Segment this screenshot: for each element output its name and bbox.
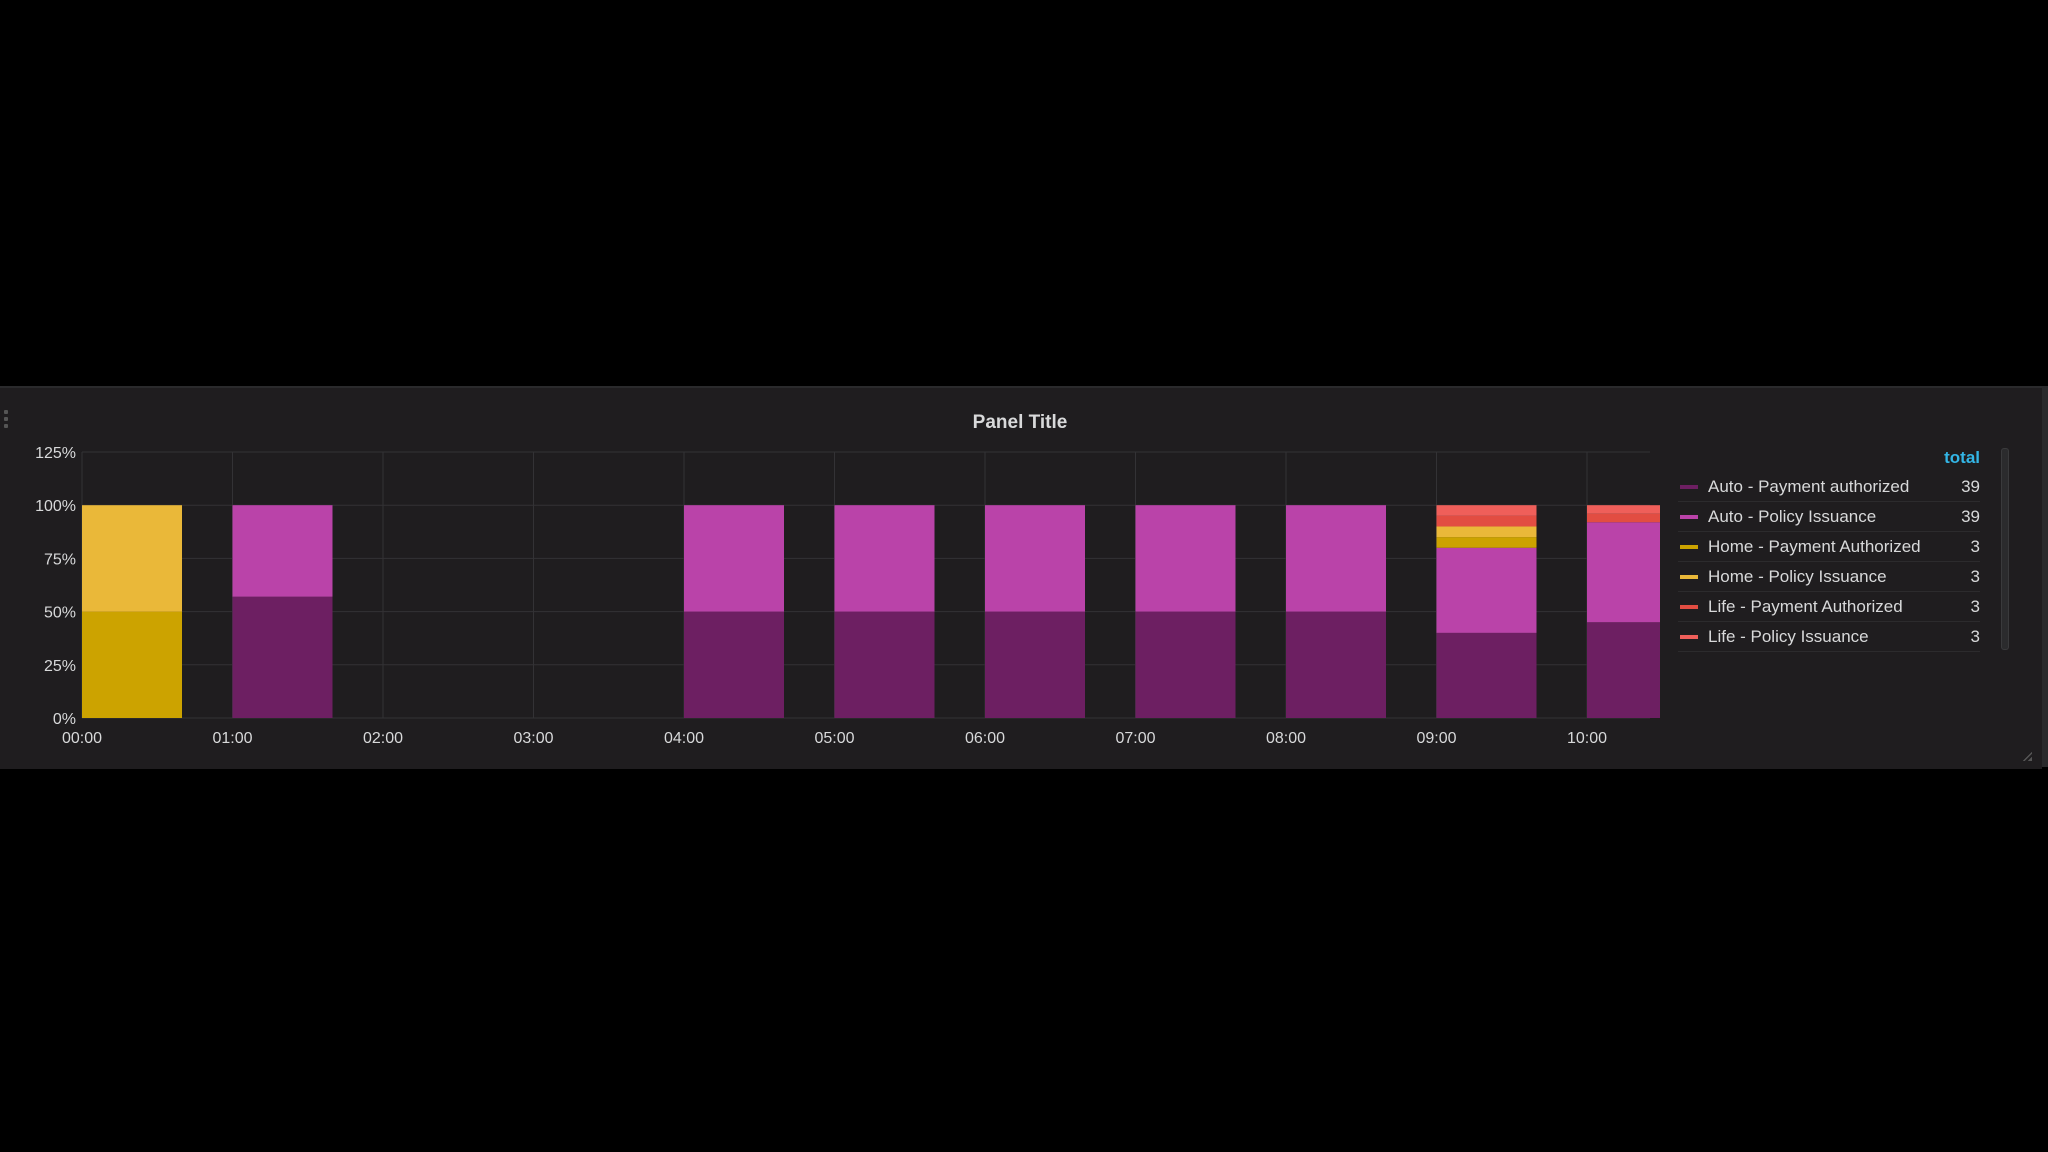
legend-total-value: 3 — [1970, 597, 1980, 616]
y-tick-label: 50% — [44, 605, 76, 622]
bar-segment — [1436, 526, 1537, 538]
y-tick-label: 125% — [35, 445, 76, 462]
x-tick-label: 07:00 — [1115, 730, 1155, 747]
x-tick-label: 08:00 — [1266, 730, 1306, 747]
bar-segment — [82, 505, 182, 612]
y-tick-label: 100% — [35, 498, 76, 515]
x-tick-label: 05:00 — [814, 730, 854, 747]
bar-segment — [1286, 505, 1386, 612]
legend-label[interactable]: Life - Policy Issuance — [1708, 627, 1869, 646]
legend-total-value: 39 — [1961, 507, 1980, 526]
x-tick-label: 03:00 — [513, 730, 553, 747]
bar-segment — [1436, 505, 1537, 516]
x-tick-label: 02:00 — [363, 730, 403, 747]
legend-swatch[interactable] — [1680, 485, 1698, 489]
legend-label[interactable]: Home - Policy Issuance — [1708, 567, 1887, 586]
legend-swatch[interactable] — [1680, 515, 1698, 519]
bar-segment — [684, 505, 784, 612]
bar-segment — [985, 611, 1085, 718]
bar-segment — [1436, 547, 1537, 633]
legend-label[interactable]: Home - Payment Authorized — [1708, 537, 1921, 556]
legend-item[interactable]: Auto - Payment authorized 39 — [1668, 472, 1988, 502]
bar-segment — [232, 505, 333, 597]
bar-segment — [834, 611, 935, 718]
bar-segment — [834, 505, 935, 612]
legend-total-value: 3 — [1970, 627, 1980, 646]
legend-item[interactable]: Life - Policy Issuance 3 — [1668, 622, 1988, 652]
resize-handle-icon[interactable] — [2022, 751, 2032, 761]
drag-handle-icon[interactable] — [4, 410, 10, 430]
bar-segment — [1436, 632, 1537, 718]
legend-item[interactable]: Home - Payment Authorized 3 — [1668, 532, 1988, 562]
x-tick-label: 09:00 — [1416, 730, 1456, 747]
bar-segment — [1436, 537, 1537, 548]
x-tick-label: 00:00 — [62, 730, 102, 747]
bar-segment — [1135, 505, 1236, 612]
y-tick-label: 25% — [44, 658, 76, 675]
bar-segment — [232, 596, 333, 718]
legend-item[interactable]: Life - Payment Authorized 3 — [1668, 592, 1988, 622]
legend-label[interactable]: Life - Payment Authorized — [1708, 597, 1903, 616]
bar-segment — [1587, 522, 1660, 623]
y-tick-label: 75% — [44, 551, 76, 568]
bar-segment — [82, 611, 182, 718]
legend-swatch[interactable] — [1680, 635, 1698, 639]
legend-item[interactable]: Auto - Policy Issuance 39 — [1668, 502, 1988, 532]
legend-total-value: 39 — [1961, 477, 1980, 496]
bar-segment — [1286, 611, 1386, 718]
bar-segment — [684, 611, 784, 718]
bar-chart: 0% 25% 50% 75% 100% 125% 00:00 01:00 02:00 03:00 0… — [35, 445, 1660, 747]
bar-segment — [1587, 622, 1660, 718]
legend-swatch[interactable] — [1680, 605, 1698, 609]
legend-swatch[interactable] — [1680, 545, 1698, 549]
legend-rows: Auto - Payment authorized 39 Auto - Policy… — [1668, 472, 1988, 652]
legend: total Auto - Payment authorized 39 Auto - … — [1668, 448, 1988, 652]
bar-segment — [1587, 505, 1660, 514]
bar-segment — [1436, 515, 1537, 527]
legend-scrollbar[interactable] — [2001, 448, 2009, 650]
legend-total-value: 3 — [1970, 567, 1980, 586]
graph-panel: Panel Title 0% 25% 50% 75% 100% 125% 00:00 01:0… — [0, 386, 2042, 769]
x-tick-label: 06:00 — [965, 730, 1005, 747]
x-tick-label: 01:00 — [212, 730, 252, 747]
x-tick-label: 10:00 — [1567, 730, 1607, 747]
legend-total-header[interactable]: total — [1944, 448, 1980, 467]
panel-title[interactable]: Panel Title — [972, 412, 1068, 433]
legend-label[interactable]: Auto - Policy Issuance — [1708, 507, 1877, 526]
legend-item[interactable]: Home - Policy Issuance 3 — [1668, 562, 1988, 592]
legend-label[interactable]: Auto - Payment authorized — [1708, 477, 1910, 496]
legend-total-value: 3 — [1970, 537, 1980, 556]
bar-segment — [1587, 513, 1660, 523]
y-tick-label: 0% — [53, 711, 76, 728]
x-tick-label: 04:00 — [664, 730, 704, 747]
bar-segment — [1135, 611, 1236, 718]
bar-segment — [985, 505, 1085, 612]
legend-swatch[interactable] — [1680, 575, 1698, 579]
panel-edge — [2042, 386, 2048, 767]
